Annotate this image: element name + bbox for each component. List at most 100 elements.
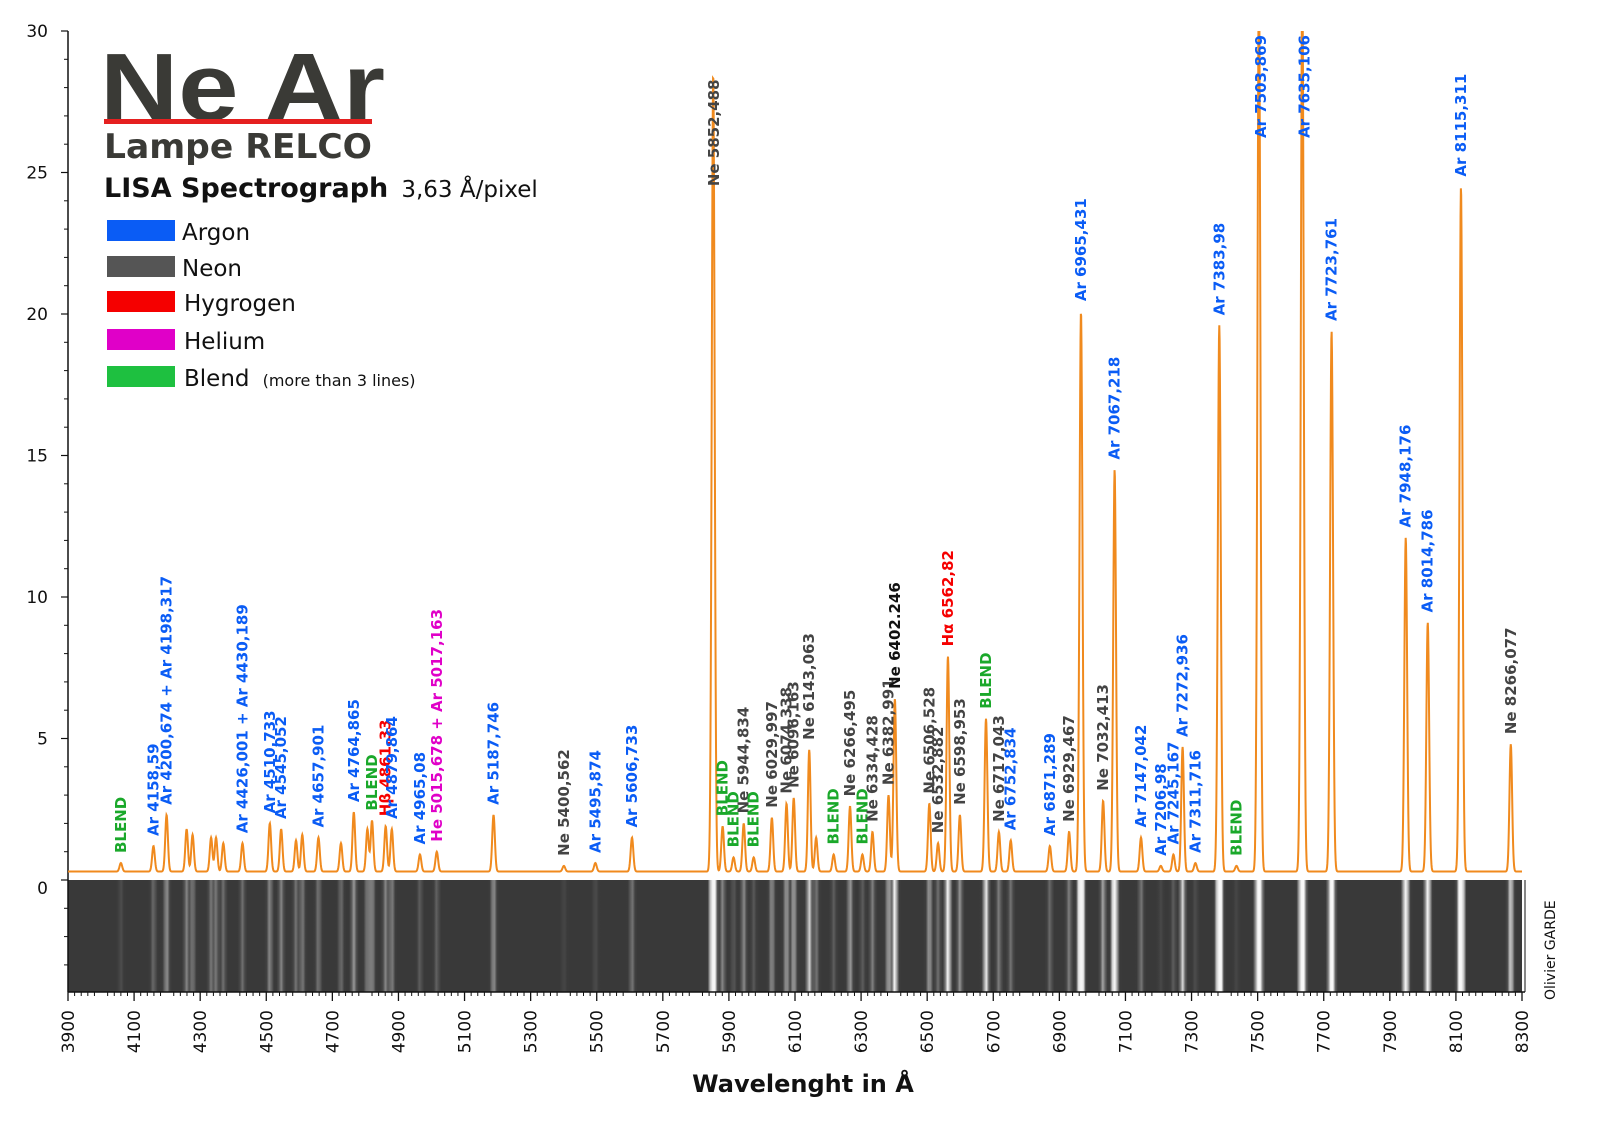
legend-swatch-neon	[107, 256, 175, 277]
x-tick-label: 5100	[456, 1010, 476, 1053]
lamp-label: Lampe RELCO	[104, 127, 372, 167]
y-tick-label: 15	[26, 447, 48, 467]
x-tick-label: 4500	[257, 1010, 277, 1053]
peak-label: BLEND	[853, 788, 871, 844]
peak-label: Ar 4158,59	[144, 743, 162, 836]
peak-label: BLEND	[363, 754, 381, 810]
peak-label: Ne 6266,495	[841, 690, 859, 797]
x-tick-label: 6700	[984, 1010, 1004, 1053]
peak-label: Ne 6598,953	[951, 698, 969, 805]
peak-label: Ne 6929,467	[1060, 715, 1078, 822]
peak-label: Ar 4657,901	[309, 725, 327, 828]
x-tick-label: 5700	[654, 1010, 674, 1053]
x-tick-label: 5500	[588, 1010, 608, 1053]
x-tick-label: 6300	[852, 1010, 872, 1053]
x-tick-label: 8300	[1513, 1010, 1533, 1053]
legend-item-hydrogen: Hygrogen	[107, 291, 296, 317]
legend-label-blend: Blend (more than 3 lines)	[184, 366, 416, 392]
peak-label: BLEND	[725, 791, 743, 847]
peak-label: Hα 6562,82	[939, 550, 957, 646]
peak-label: Ar 7383,98	[1210, 223, 1228, 316]
strip-emission	[68, 880, 1522, 992]
credit-text: Olivier GARDE	[1543, 900, 1559, 1000]
y-tick-label: 30	[26, 22, 48, 42]
legend-label-helium: Helium	[184, 329, 265, 355]
peak-label: Ar 7245,167	[1164, 742, 1182, 845]
peak-label: Ar 7206,98	[1152, 763, 1170, 856]
legend-swatch-argon	[107, 220, 175, 241]
x-tick-label: 6500	[918, 1010, 938, 1053]
x-tick-label: 4100	[125, 1010, 145, 1053]
peak-label: Ar 5606,733	[623, 725, 641, 828]
legend-swatch-blend	[107, 366, 175, 387]
peak-label: Ne 6096,163	[785, 681, 803, 788]
x-tick-label: 6900	[1050, 1010, 1070, 1053]
title-block: Ne Ar Lampe RELCO LISA Spectrograph 3,63…	[100, 34, 538, 204]
peak-label: BLEND	[714, 760, 732, 816]
peak-label: Ar 7067,218	[1106, 357, 1124, 460]
peak-label: Ar 4545,052	[272, 716, 290, 819]
peak-label: Ne 6334,428	[863, 715, 881, 822]
legend-label-blend-text: Blend	[184, 366, 250, 392]
peak-label: Ne 6402.246	[886, 582, 904, 689]
legend: Argon Neon Hygrogen Helium Blend (more t…	[107, 220, 416, 392]
spectrograph-name: LISA Spectrograph	[104, 173, 388, 204]
peak-label: Ar 8115,311	[1452, 74, 1470, 177]
x-tick-label: 5300	[522, 1010, 542, 1053]
spectrum-line	[68, 31, 1522, 873]
x-tick-label: 4300	[191, 1010, 211, 1053]
peak-label: Ar 5187,746	[485, 702, 503, 805]
x-tick-label: 8100	[1447, 1010, 1467, 1053]
legend-item-argon: Argon	[107, 220, 250, 246]
peak-label: Ar 6871,289	[1041, 733, 1059, 836]
legend-label-argon: Argon	[182, 220, 250, 246]
peak-label: Ne 5852,488	[705, 79, 723, 186]
y-tick-label: 5	[37, 730, 48, 750]
peak-label: Ne 6506,528	[920, 687, 938, 794]
x-tick-label: 5900	[720, 1010, 740, 1053]
peak-label: Ar 4426,001 + Ar 4430,189	[233, 604, 251, 833]
peak-label: Ne 7032,413	[1094, 684, 1112, 791]
legend-swatch-hydrogen	[107, 291, 175, 312]
peak-label: Ar 7948,176	[1397, 425, 1415, 528]
peak-label: Ne 6074,338	[778, 687, 796, 794]
peak-label: Ar 4200,674 + Ar 4198,317	[158, 576, 176, 805]
peak-label: He 5015,678 + Ar 5017,163	[428, 609, 446, 842]
x-tick-label: 7100	[1116, 1010, 1136, 1053]
peak-label: Ar 7272,936	[1174, 634, 1192, 737]
legend-swatch-helium	[107, 329, 175, 350]
title-underline	[104, 119, 372, 124]
x-tick-label: 6100	[786, 1010, 806, 1053]
x-tick-label: 3900	[59, 1010, 79, 1053]
x-tick-label: 7700	[1315, 1010, 1335, 1053]
x-tick-label: 4700	[323, 1010, 343, 1053]
x-tick-label: 4900	[389, 1010, 409, 1053]
axes: 0 5 10 15 20 25 30 3900 4100 4300 4500 4700 4900 5100…	[26, 22, 1533, 1053]
peak-label: Ar 5495,874	[586, 750, 604, 853]
x-tick-label: 7900	[1381, 1010, 1401, 1053]
peak-label: Ar 7311,716	[1186, 750, 1204, 853]
peak-label: Ar 4764,865	[345, 699, 363, 802]
peak-label: Ar 6965,431	[1072, 198, 1090, 301]
peak-label: BLEND	[825, 788, 843, 844]
peak-label: Ar 8014,786	[1419, 509, 1437, 612]
peak-label: Ne 5400,562	[555, 749, 573, 856]
peak-label: Ar 4879,864	[383, 716, 401, 819]
chart-title: Ne Ar	[100, 34, 385, 141]
peak-label: Ne 6143,063	[800, 633, 818, 740]
peak-label: Ne 6532,882	[929, 726, 947, 833]
y-tick-label: 0	[37, 879, 48, 899]
spectrograph-label: LISA Spectrograph 3,63 Å/pixel	[104, 173, 538, 204]
y-tick-label: 20	[26, 305, 48, 325]
peak-label: Ne 5944,834	[735, 707, 753, 814]
legend-item-neon: Neon	[107, 256, 242, 282]
peak-label: Ne 8266,077	[1502, 627, 1520, 734]
legend-label-blend-note: (more than 3 lines)	[263, 371, 416, 390]
peak-label: Ar 7723,761	[1323, 218, 1341, 321]
peak-label: BLEND	[977, 652, 995, 708]
peak-label: Ar 7147,042	[1132, 725, 1150, 828]
peak-label: Ar 6752,834	[1002, 727, 1020, 830]
peak-label: Ar 7503,869	[1252, 35, 1270, 138]
